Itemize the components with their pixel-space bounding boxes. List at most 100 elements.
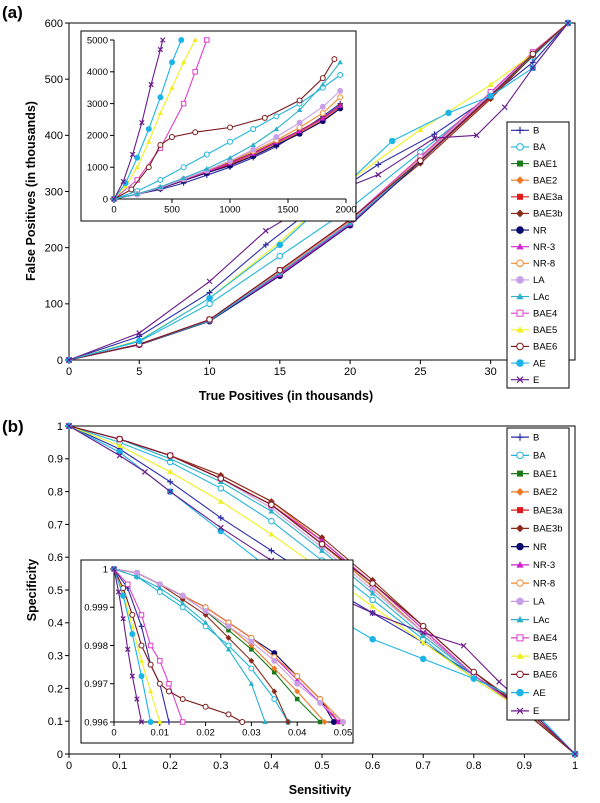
panel-a-legend-item-bae1: BAE1 [511,159,557,170]
panel-b-y-tick-label: 0.2 [48,683,63,695]
panel-a-x-tick-label: 15 [274,366,286,378]
panel-b-inset-point-b [138,623,145,630]
panel-a-legend-item-nr-8: NR-8 [511,259,555,270]
panel-b-inset-y-tick-label: 0.996 [84,717,108,728]
panel-b-inset-point-bae2 [248,642,255,649]
panel-a-inset-point-e [129,151,136,158]
panel-b-y-axis-label: Specificity [25,559,39,622]
panel-a-point-b [529,59,536,66]
panel-b-point-bae6 [470,668,478,676]
panel-a-legend-item-bae3b: BAE3b [511,209,563,220]
panel-b-y-tick-label: 0.9 [48,454,63,466]
panel-a-inset-point-lac [227,154,233,160]
panel-a-legend-label: BAE1 [533,159,557,170]
panel-a-legend-marker [516,226,524,234]
panel-b-inset-point-bae4 [157,658,163,664]
panel-a-inset-point-nr-8 [296,124,303,131]
panel-b-legend-marker [516,616,524,623]
panel-b-legend-label: BAE2 [533,487,557,498]
panel-a-inset-point-bae6 [331,56,338,63]
panel-a-x-ticks: 05101520253035 [66,359,575,378]
panel-b-inset-point-nr-3 [335,719,342,725]
panel-b-inset-point-bae1 [249,647,254,652]
panel-b-legend-label: NR-8 [533,578,555,589]
panel-b-inset-point-bae6 [202,703,209,710]
panel-a-legend-marker [516,326,524,333]
panel-b-inset-point-bae2 [321,719,328,725]
panel-b-x-axis-label: Sensitivity [289,783,352,797]
panel-a-point-e [66,357,72,363]
panel-b-x-tick-label: 0.6 [365,760,380,772]
panel-b-inset-x-tick-label: 0.02 [196,728,215,739]
panel-b-inset-point-bae2 [294,688,301,695]
panel-a-point-ae [276,241,284,249]
panel-a-inset-point-la [337,87,344,94]
panel-a-label: (a) [2,3,23,22]
panel-b-inset-point-ae [129,631,136,638]
panel-b-inset-point-bae6 [147,661,154,668]
panel-a-line-ae [68,22,569,361]
panel-a-y-tick-label: 400 [45,130,63,142]
panel-b-point-e [217,524,224,531]
panel-a-inset-point-e [148,81,154,88]
panel-b-inset-point-la [248,638,255,645]
panel-a-legend-item-la: LA [511,275,545,286]
panel-b-inset-point-bae3b [285,719,291,725]
panel-b-legend-item-e: E [511,706,539,717]
panel-b-legend-marker [516,487,524,496]
panel-a-x-tick-label: 20 [344,366,356,378]
panel-a-point-bae6 [276,266,284,274]
panel-b-inset-point-lac [180,600,186,606]
panel-a-legend-item-nr-3: NR-3 [511,242,555,253]
panel-b-legend-label: LA [533,597,545,608]
panel-a-inset-point-la [296,119,303,126]
panel-b-y-tick-label: 0.8 [48,486,63,498]
panel-b-inset: 0 0.01 0.02 0.03 0.04 0.05 0.9960.9970.9980.9… [80,559,354,744]
panel-a-y-ticks: 0 100 200 300 400 500 600 [45,18,70,367]
panel-b-legend-frame [506,427,570,721]
panel-b-inset-point-bae4 [179,719,186,725]
panel-a-inset-point-bae5 [157,110,164,116]
panel-b-inset-point-bae3b [248,657,255,664]
panel-a-inset-point-lac [273,126,280,132]
panel-b-x-tick-label: 0.9 [517,760,532,772]
panel-b-legend-label: AE [533,688,546,699]
panel-a-point-ae [487,92,494,100]
panel-a-inset-point-ae [157,94,164,101]
panel-a-inset-series-e [111,37,166,202]
panel-b-inset-point-bae6 [165,688,172,695]
panel-a-inset-point-e [157,46,164,53]
panel-b-x-tick-label: 0.1 [112,760,127,772]
panel-b-point-lac [420,632,427,639]
panel-b-point-e [66,423,72,429]
panel-a-y-tick-label: 300 [45,186,63,198]
panel-a-legend-marker [516,342,524,351]
panel-a-legend-marker [516,259,524,268]
panel-b-inset-y-tick-label: 0.999 [84,603,108,614]
panel-a-inset-x-tick-label: 2000 [335,205,356,216]
panel-a-inset-point-e [120,178,126,185]
panel-b-point-bae5 [217,498,224,504]
panel-b-inset-point-bae1 [272,670,277,675]
panel-b-inset-point-nr [330,719,337,725]
panel-b-legend-marker [517,507,523,514]
panel-b-inset-point-bae2 [271,665,278,672]
panel-b-inset-point-bae6 [129,611,136,618]
panel-a-legend-marker [516,243,524,250]
panel-a-legend-marker [516,359,524,367]
panel-a-inset-point-la [273,134,280,140]
panel-b-inset-point-lac [202,619,209,625]
panel-b-inset-point-bae1 [317,719,323,725]
panel-a-inset-series [111,37,344,202]
panel-b-legend-item-bae5: BAE5 [511,651,557,662]
panel-b-inset-point-nr-8 [294,673,301,680]
panel-b-x-tick-label: 0.5 [314,760,329,772]
panel-a-inset-point-bae6 [128,186,135,193]
panel-b-inset-y-tick-label: 0.997 [84,679,108,690]
panel-a-inset-point-nr-3 [296,128,303,134]
panel-b-legend-marker [516,652,524,659]
panel-b-point-bae6 [268,501,275,508]
panel-a-legend-label: BAE3b [533,209,563,220]
panel-a-inset-point-ae [178,37,185,43]
panel-b-inset-series [111,566,346,725]
